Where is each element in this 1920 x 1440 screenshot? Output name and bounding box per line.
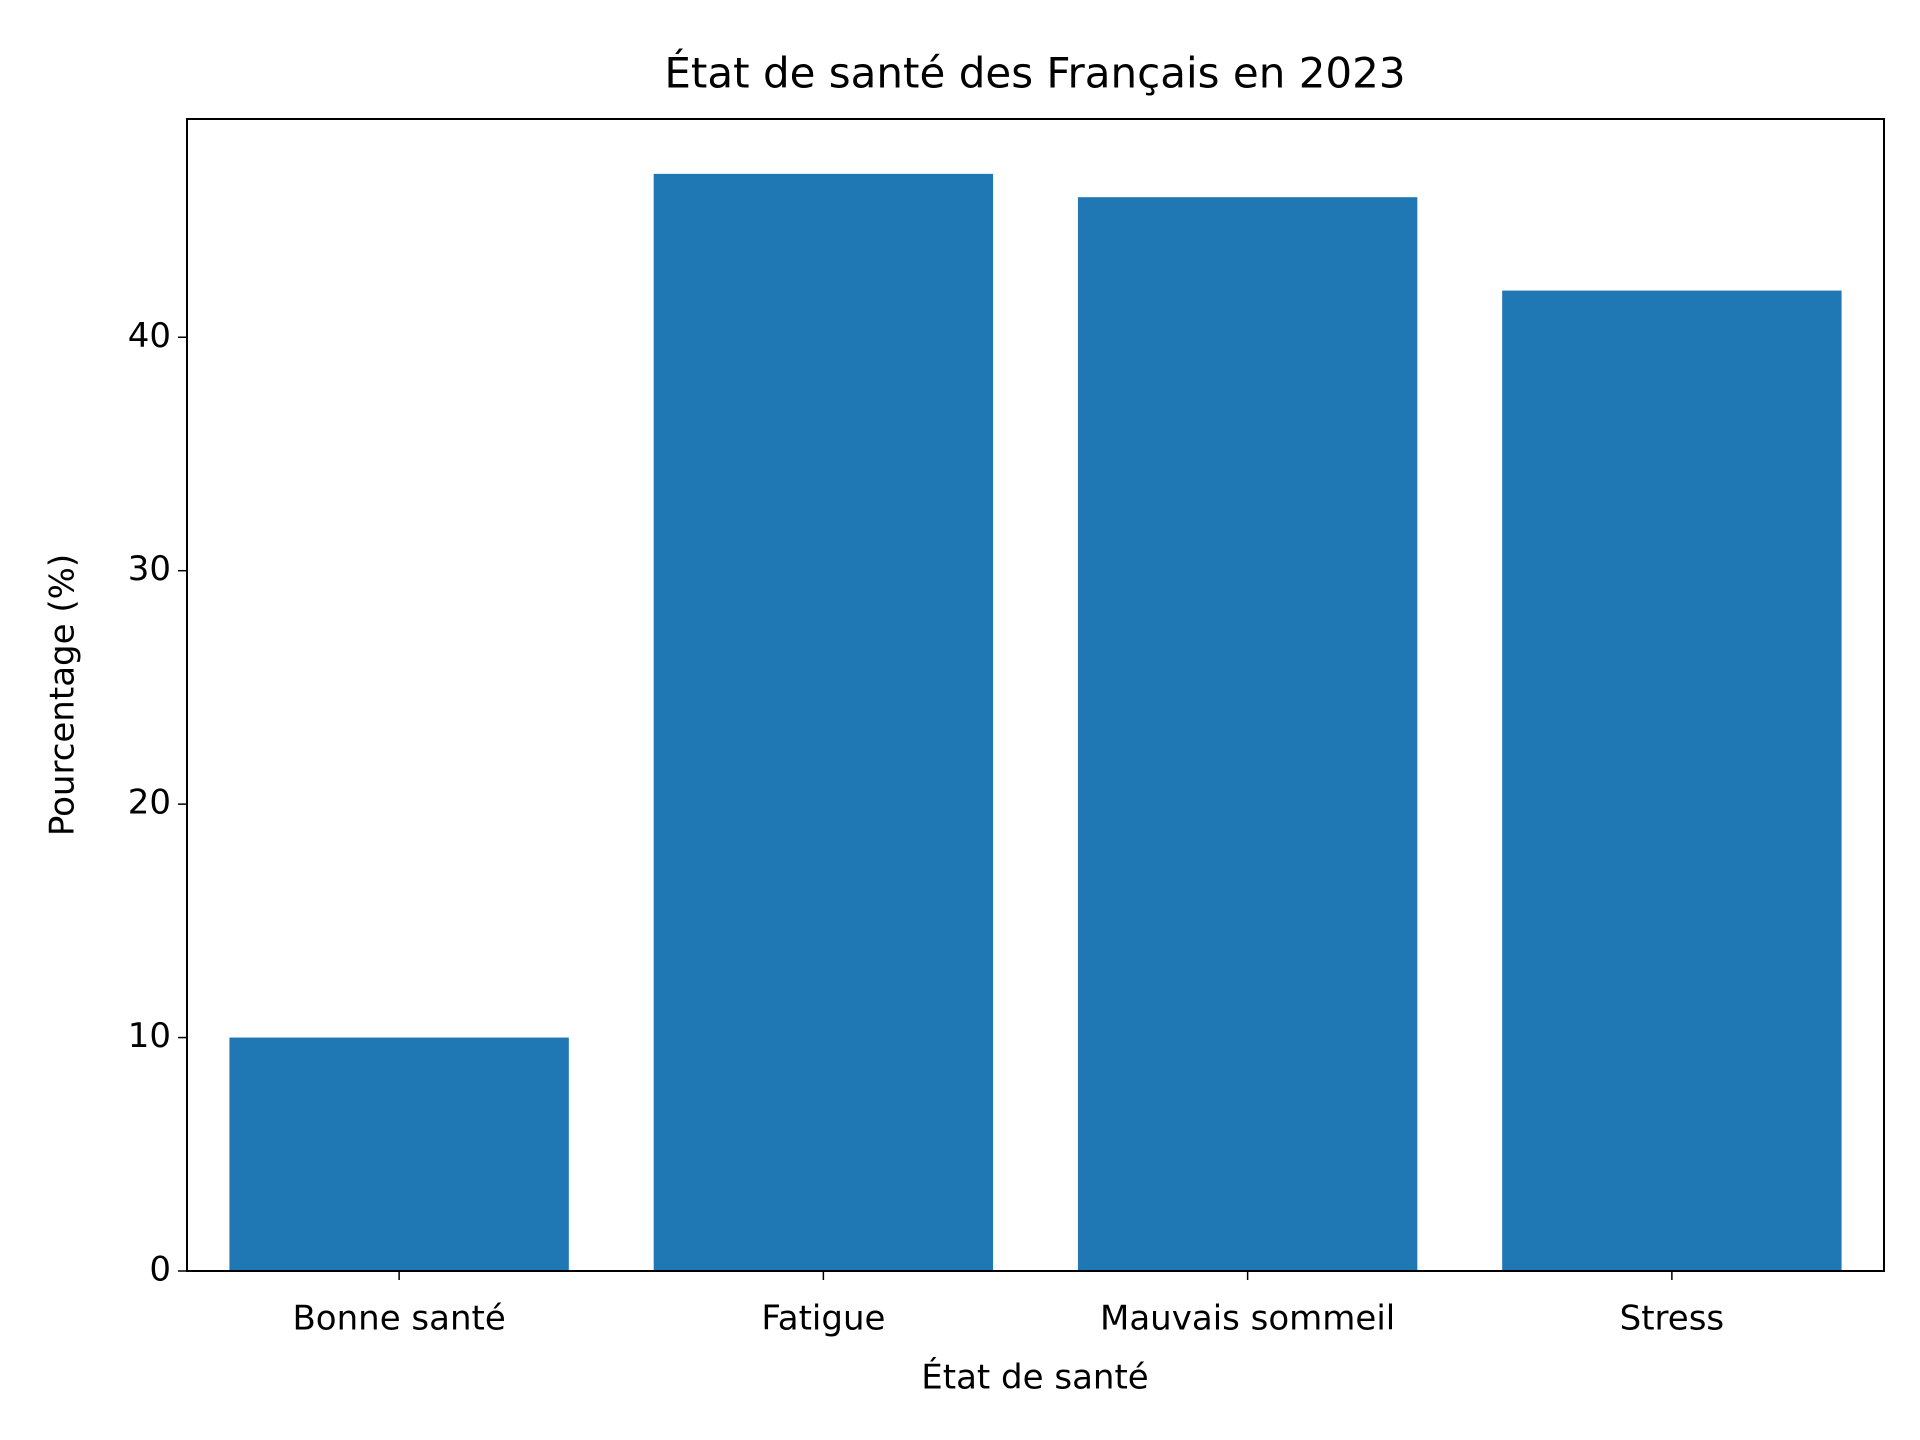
bar bbox=[229, 1037, 569, 1271]
y-tick-label: 0 bbox=[149, 1250, 171, 1290]
y-tick-label: 20 bbox=[128, 783, 171, 823]
x-axis-label: État de santé bbox=[921, 1357, 1148, 1398]
y-axis-label: Pourcentage (%) bbox=[43, 554, 83, 836]
bar bbox=[1502, 290, 1842, 1271]
bar bbox=[653, 173, 994, 1271]
x-tick-label: Stress bbox=[1620, 1299, 1725, 1339]
x-tick-label: Fatigue bbox=[761, 1299, 885, 1339]
y-tick-label: 40 bbox=[128, 316, 171, 356]
x-tick-label: Bonne santé bbox=[292, 1299, 505, 1339]
bar bbox=[1077, 197, 1418, 1272]
chart-title: État de santé des Français en 2023 bbox=[664, 48, 1405, 98]
y-tick-label: 10 bbox=[128, 1016, 171, 1056]
plot-frame bbox=[186, 118, 1885, 1272]
y-tick-label: 30 bbox=[128, 549, 171, 589]
x-tick-label: Mauvais sommeil bbox=[1100, 1299, 1395, 1339]
